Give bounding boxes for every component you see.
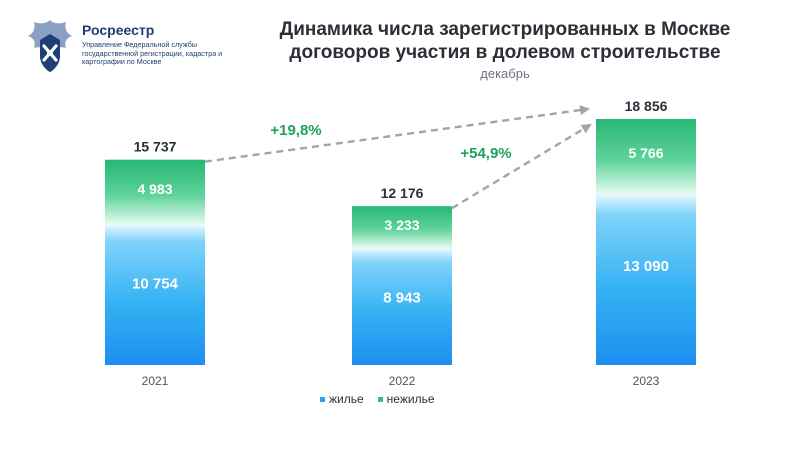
logo-name: Росреестр — [82, 22, 155, 38]
bar-residential-2022 — [352, 248, 452, 365]
data-label-nonresidential: 4 983 — [137, 181, 172, 197]
growth-arrow-2022-2023 — [451, 123, 592, 210]
bar-residential-2023 — [596, 194, 696, 365]
logo-subtitle: Управление Федеральной службы государств… — [82, 40, 223, 67]
chart-legend: жилье нежилье — [320, 392, 435, 406]
bar-nonresidential-2021 — [105, 159, 205, 225]
chart-title: Динамика числа зарегистрированных в Моск… — [279, 19, 731, 63]
data-label-residential: 8 943 — [383, 289, 421, 306]
total-label: 12 176 — [381, 185, 424, 201]
data-label-residential: 13 090 — [623, 258, 669, 275]
legend-swatch-residential — [320, 396, 325, 402]
total-label: 15 737 — [134, 139, 177, 155]
data-label-residential: 10 754 — [132, 276, 179, 293]
legend-swatch-nonresidential — [377, 396, 383, 402]
legend-label-residential: жилье — [329, 392, 364, 406]
total-label: 18 856 — [625, 98, 668, 114]
legend-item-residential: жилье — [320, 392, 364, 406]
growth-arrow-2021-2023 — [204, 105, 590, 163]
legend-label-nonresidential: нежилье — [386, 392, 435, 406]
growth-annotation-2022-2023: +54,9% — [460, 145, 511, 162]
x-tick-label: 2021 — [142, 374, 169, 388]
legend-item-nonresidential: нежилье — [377, 392, 435, 406]
bar-nonresidential-2022 — [352, 206, 452, 249]
x-tick-label: 2023 — [633, 374, 660, 388]
rosreestr-logo: Росреестр Управление Федеральной службы … — [24, 16, 234, 96]
data-label-nonresidential: 3 233 — [384, 217, 419, 233]
bar-residential-2021 — [105, 224, 205, 365]
bar-nonresidential-2023 — [596, 119, 696, 195]
eagle-emblem-icon — [28, 20, 72, 72]
chart-subtitle: декабрь — [480, 66, 530, 81]
data-label-nonresidential: 5 766 — [628, 145, 663, 161]
growth-annotation-2021-2023: +19,8% — [270, 122, 321, 139]
x-tick-label: 2022 — [389, 374, 416, 388]
